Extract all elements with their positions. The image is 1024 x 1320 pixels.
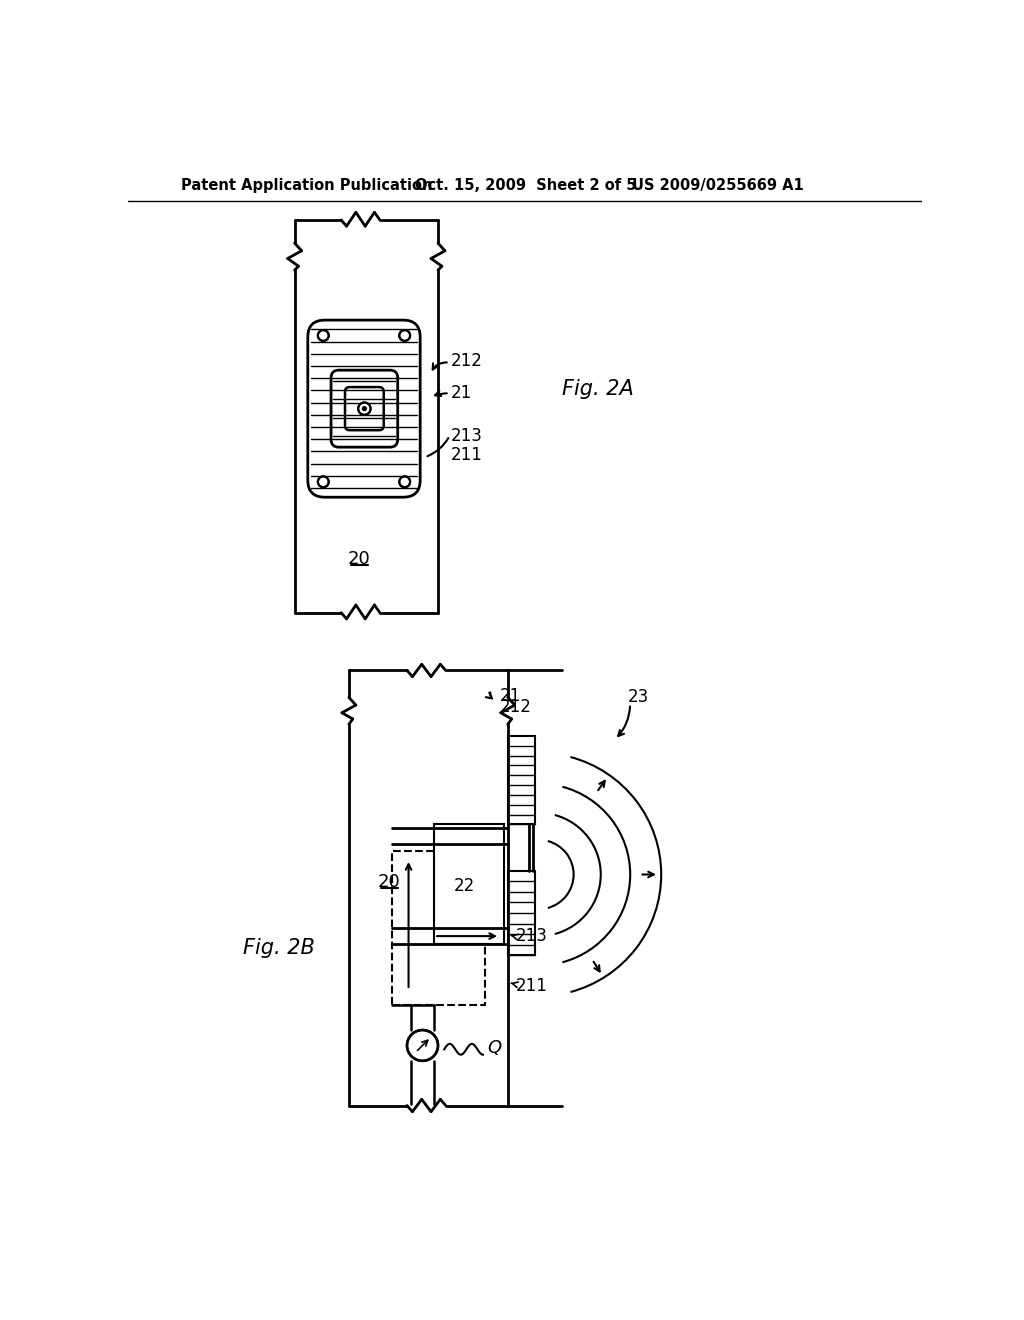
Text: 21: 21 xyxy=(500,686,521,705)
Text: 211: 211 xyxy=(452,446,483,463)
Text: 21: 21 xyxy=(452,384,472,403)
Circle shape xyxy=(358,403,371,414)
Text: Fig. 2B: Fig. 2B xyxy=(243,937,314,957)
Text: Oct. 15, 2009  Sheet 2 of 5: Oct. 15, 2009 Sheet 2 of 5 xyxy=(415,178,636,193)
Bar xyxy=(508,871,535,956)
Bar xyxy=(391,851,484,1006)
Text: US 2009/0255669 A1: US 2009/0255669 A1 xyxy=(632,178,804,193)
Circle shape xyxy=(317,330,329,341)
Text: 20: 20 xyxy=(347,550,371,568)
Circle shape xyxy=(407,1030,438,1061)
Bar xyxy=(508,737,535,825)
Text: 211: 211 xyxy=(515,977,548,995)
Circle shape xyxy=(399,477,410,487)
Text: Fig. 2A: Fig. 2A xyxy=(562,379,634,400)
Text: 213: 213 xyxy=(452,426,483,445)
Text: Q: Q xyxy=(486,1039,501,1057)
Circle shape xyxy=(399,330,410,341)
Circle shape xyxy=(362,407,367,411)
Circle shape xyxy=(317,477,329,487)
Text: 20: 20 xyxy=(378,874,400,891)
Bar xyxy=(434,825,504,944)
Text: 23: 23 xyxy=(628,689,649,706)
Text: 22: 22 xyxy=(454,876,475,895)
Text: 212: 212 xyxy=(452,352,483,370)
Text: Patent Application Publication: Patent Application Publication xyxy=(180,178,432,193)
Text: 213: 213 xyxy=(515,927,548,945)
Text: 212: 212 xyxy=(500,698,531,717)
